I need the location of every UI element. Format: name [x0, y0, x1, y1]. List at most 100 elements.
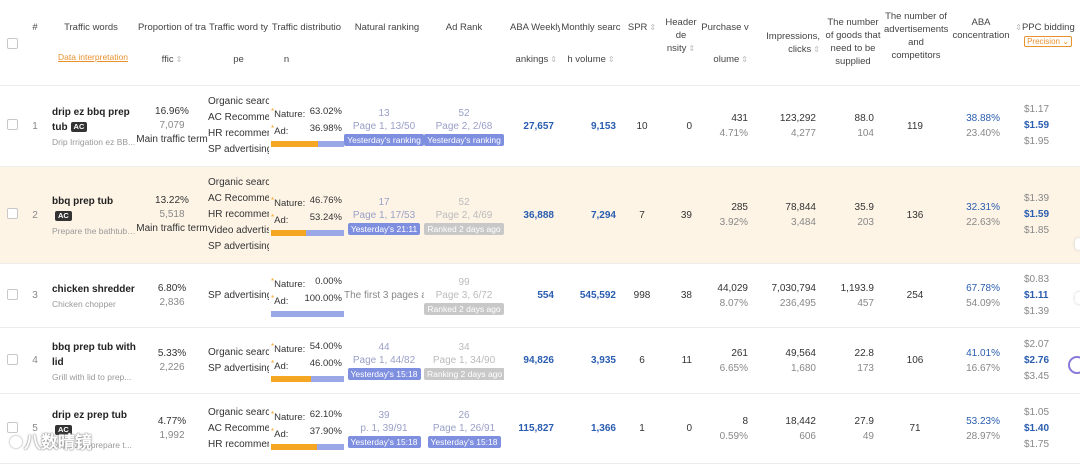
aba-concentration-sub: 16.67%: [966, 362, 1000, 374]
side-handle[interactable]: [1075, 292, 1080, 304]
monthly-search-volume[interactable]: 9,153: [560, 85, 622, 167]
natural-percent: 62.10%: [309, 408, 342, 420]
header-density-header[interactable]: Header de nsity ⇕: [662, 0, 700, 86]
aba-concentration-value[interactable]: 41.01%: [966, 347, 1000, 359]
ad-bar-segment: [316, 443, 344, 450]
natural-rank-page: Page 1, 17/53: [352, 209, 416, 221]
aba-weekly-ranking[interactable]: 36,888: [504, 166, 560, 264]
aba-weekly-ranking[interactable]: 554: [504, 263, 560, 328]
aba-weekly-ranking[interactable]: 94,826: [504, 327, 560, 394]
traffic-count: 5,518: [159, 209, 185, 220]
select-all-checkbox[interactable]: [6, 38, 18, 49]
header-density-value: 0: [662, 393, 700, 464]
traffic-type: AC Recommend: [208, 193, 269, 204]
purchase-volume: 431: [731, 113, 748, 124]
natural-rank-page: p. 1, 39/91: [360, 423, 408, 434]
data-interpretation-link[interactable]: Data interpretation: [58, 52, 128, 62]
natural-rank-page: Page 1, 44/82: [352, 355, 416, 366]
ppc-suggested[interactable]: $1.11: [1024, 289, 1049, 301]
aba-concentration-value[interactable]: 53.23%: [966, 415, 1000, 427]
keyword-link-cont[interactable]: tub: [52, 122, 68, 133]
natural-ranking-time-tag: Yesterday's 15:18: [347, 436, 421, 448]
table-row[interactable]: 5 drip ez prep tub AC Drip ez to prepare…: [0, 393, 1080, 464]
sort-icon[interactable]: ⇕: [550, 55, 557, 64]
natural-ranking-header: Natural ranking: [354, 22, 420, 33]
aba-weekly-ranking[interactable]: 115,827: [504, 393, 560, 464]
row-checkbox[interactable]: [6, 208, 18, 219]
ppc-suggested[interactable]: $2.76: [1024, 354, 1050, 366]
chevron-down-icon: ⌄: [1062, 37, 1069, 46]
ads-competitors-value: 119: [882, 85, 948, 167]
spr-value: 998: [622, 263, 662, 328]
row-checkbox[interactable]: [6, 421, 18, 433]
table-row[interactable]: 2 bbq prep tub AC Prepare the bathtub ..…: [0, 166, 1080, 264]
aba-concentration-value[interactable]: 38.88%: [966, 113, 1000, 124]
sort-icon[interactable]: ⇕: [813, 45, 820, 54]
goods-count: 49: [862, 430, 874, 442]
row-checkbox[interactable]: [6, 353, 18, 365]
keyword-link[interactable]: chicken shredder: [52, 284, 135, 295]
natural-percent: 54.00%: [309, 340, 342, 352]
traffic-type: AC Recommend: [208, 422, 269, 434]
sort-icon[interactable]: ⇕: [688, 44, 696, 53]
side-handle[interactable]: [1075, 238, 1080, 250]
purchase-volume-header[interactable]: Purchase v olume ⇕: [700, 0, 750, 86]
header-density-value: 0: [662, 85, 700, 167]
keyword-translation: Drip Irrigation ez BB...: [52, 137, 136, 147]
clicks-value: 3,484: [790, 217, 816, 228]
impressions-value: 7,030,794: [771, 282, 817, 294]
purchase-rate: 6.65%: [719, 362, 748, 374]
ppc-suggested[interactable]: $1.40: [1024, 422, 1050, 434]
aba-concentration-value[interactable]: 67.78%: [966, 282, 1000, 294]
aba-concentration-header: ABA concentration: [952, 17, 1010, 41]
ppc-suggested[interactable]: $1.59: [1024, 120, 1050, 131]
impressions-header[interactable]: Impressions, clicks ⇕: [750, 0, 822, 86]
ad-rank-time-tag: Yesterday's 15:18: [427, 436, 501, 448]
row-index: 4: [24, 327, 46, 394]
ad-rank-position: 34: [458, 342, 470, 353]
sort-icon[interactable]: ⇕: [175, 55, 183, 64]
monthly-search-volume[interactable]: 7,294: [560, 166, 622, 264]
floating-assistant-icon[interactable]: [1068, 356, 1080, 374]
ad-percent: 46.00%: [309, 357, 342, 369]
keyword-link[interactable]: drip ez bbq prep: [52, 107, 130, 118]
ad-rank-page: Page 1, 34/90: [432, 355, 496, 366]
ac-badge: AC: [55, 211, 72, 221]
keyword-link[interactable]: bbq prep tub with: [52, 341, 136, 353]
impressions-value: 78,844: [785, 202, 816, 213]
monthly-search-volume[interactable]: 1,366: [560, 393, 622, 464]
keyword-link[interactable]: drip ez prep tub: [52, 409, 127, 421]
aba-weekly-header[interactable]: ABA Weekly R ankings⇕: [504, 0, 560, 86]
sort-icon[interactable]: ⇕: [607, 55, 615, 64]
traffic-type: HR recommend: [208, 438, 269, 450]
proportion-header[interactable]: Proportion of tra ffic ⇕: [136, 0, 208, 86]
traffic-type: AC Recommend: [208, 112, 269, 123]
keyword-translation: Chicken chopper: [52, 299, 116, 309]
goods-count: 203: [857, 217, 874, 228]
keyword-link-cont[interactable]: lid: [52, 356, 64, 368]
aba-concentration-value[interactable]: 32.31%: [966, 202, 1000, 213]
spr-value: 1: [622, 393, 662, 464]
aba-weekly-ranking[interactable]: 27,657: [504, 85, 560, 167]
sort-icon[interactable]: ⇕: [741, 55, 748, 64]
sort-icon[interactable]: ⇕: [1015, 23, 1022, 32]
clicks-value: 1,680: [790, 362, 816, 374]
ad-rank-time-tag: Yesterday's ranking: [424, 133, 504, 146]
monthly-search-volume[interactable]: 3,935: [560, 327, 622, 394]
goods-supply-value: 88.0: [854, 113, 874, 124]
table-row[interactable]: 4 bbq prep tub with lid Grill with lid t…: [0, 327, 1080, 394]
sort-icon[interactable]: ⇕: [649, 23, 657, 32]
ad-percent: 37.90%: [309, 425, 342, 437]
monthly-search-header[interactable]: Monthly searc h volume ⇕: [560, 0, 622, 86]
ppc-suggested[interactable]: $1.59: [1024, 209, 1050, 220]
precision-dropdown[interactable]: Precision ⌄: [1024, 36, 1072, 47]
table-row[interactable]: 1 drip ez bbq prep tub AC Drip Irrigation…: [0, 85, 1080, 167]
row-checkbox[interactable]: [6, 119, 18, 130]
table-row[interactable]: 3 chicken shredder Chicken chopper 6.80%…: [0, 263, 1080, 328]
row-checkbox[interactable]: [6, 288, 18, 300]
monthly-search-volume[interactable]: 545,592: [560, 263, 622, 328]
watermark: 八数晴镜: [10, 428, 92, 453]
keyword-link[interactable]: bbq prep tub: [52, 196, 114, 207]
